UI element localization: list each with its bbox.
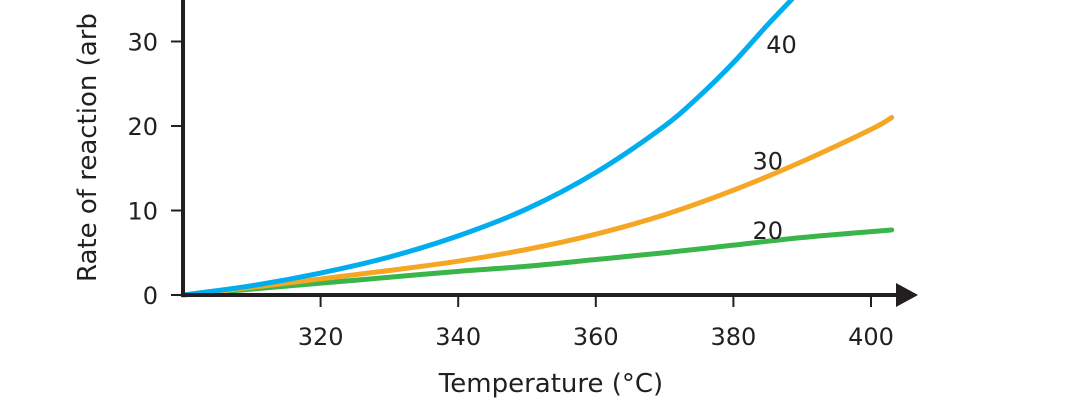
ticks: 320 340 360 380 400 0 10 20 30 <box>127 29 893 352</box>
y-tick-label: 0 <box>143 282 158 310</box>
x-axis-arrow-icon <box>896 283 918 307</box>
series-line-30 <box>180 115 895 298</box>
x-tick-label: 360 <box>573 323 619 351</box>
y-axis-title: Rate of reaction (arb <box>73 13 103 282</box>
series-layer <box>180 0 895 298</box>
x-axis-title: Temperature (°C) <box>438 369 663 399</box>
x-tick-label: 340 <box>435 323 481 351</box>
x-tick-label: 380 <box>710 323 756 351</box>
series-line-20 <box>180 227 895 298</box>
x-tick-label: 400 <box>848 323 894 351</box>
series-label-20: 20 <box>753 217 784 245</box>
series-line-40 <box>180 0 795 298</box>
y-tick-label: 10 <box>127 198 158 226</box>
y-tick-label: 30 <box>127 29 158 57</box>
series-labels: 20 30 40 <box>753 31 797 245</box>
series-label-40: 40 <box>766 31 797 59</box>
axes <box>181 0 918 307</box>
y-tick-label: 20 <box>127 113 158 141</box>
series-label-30: 30 <box>753 148 784 176</box>
x-tick-label: 320 <box>298 323 344 351</box>
